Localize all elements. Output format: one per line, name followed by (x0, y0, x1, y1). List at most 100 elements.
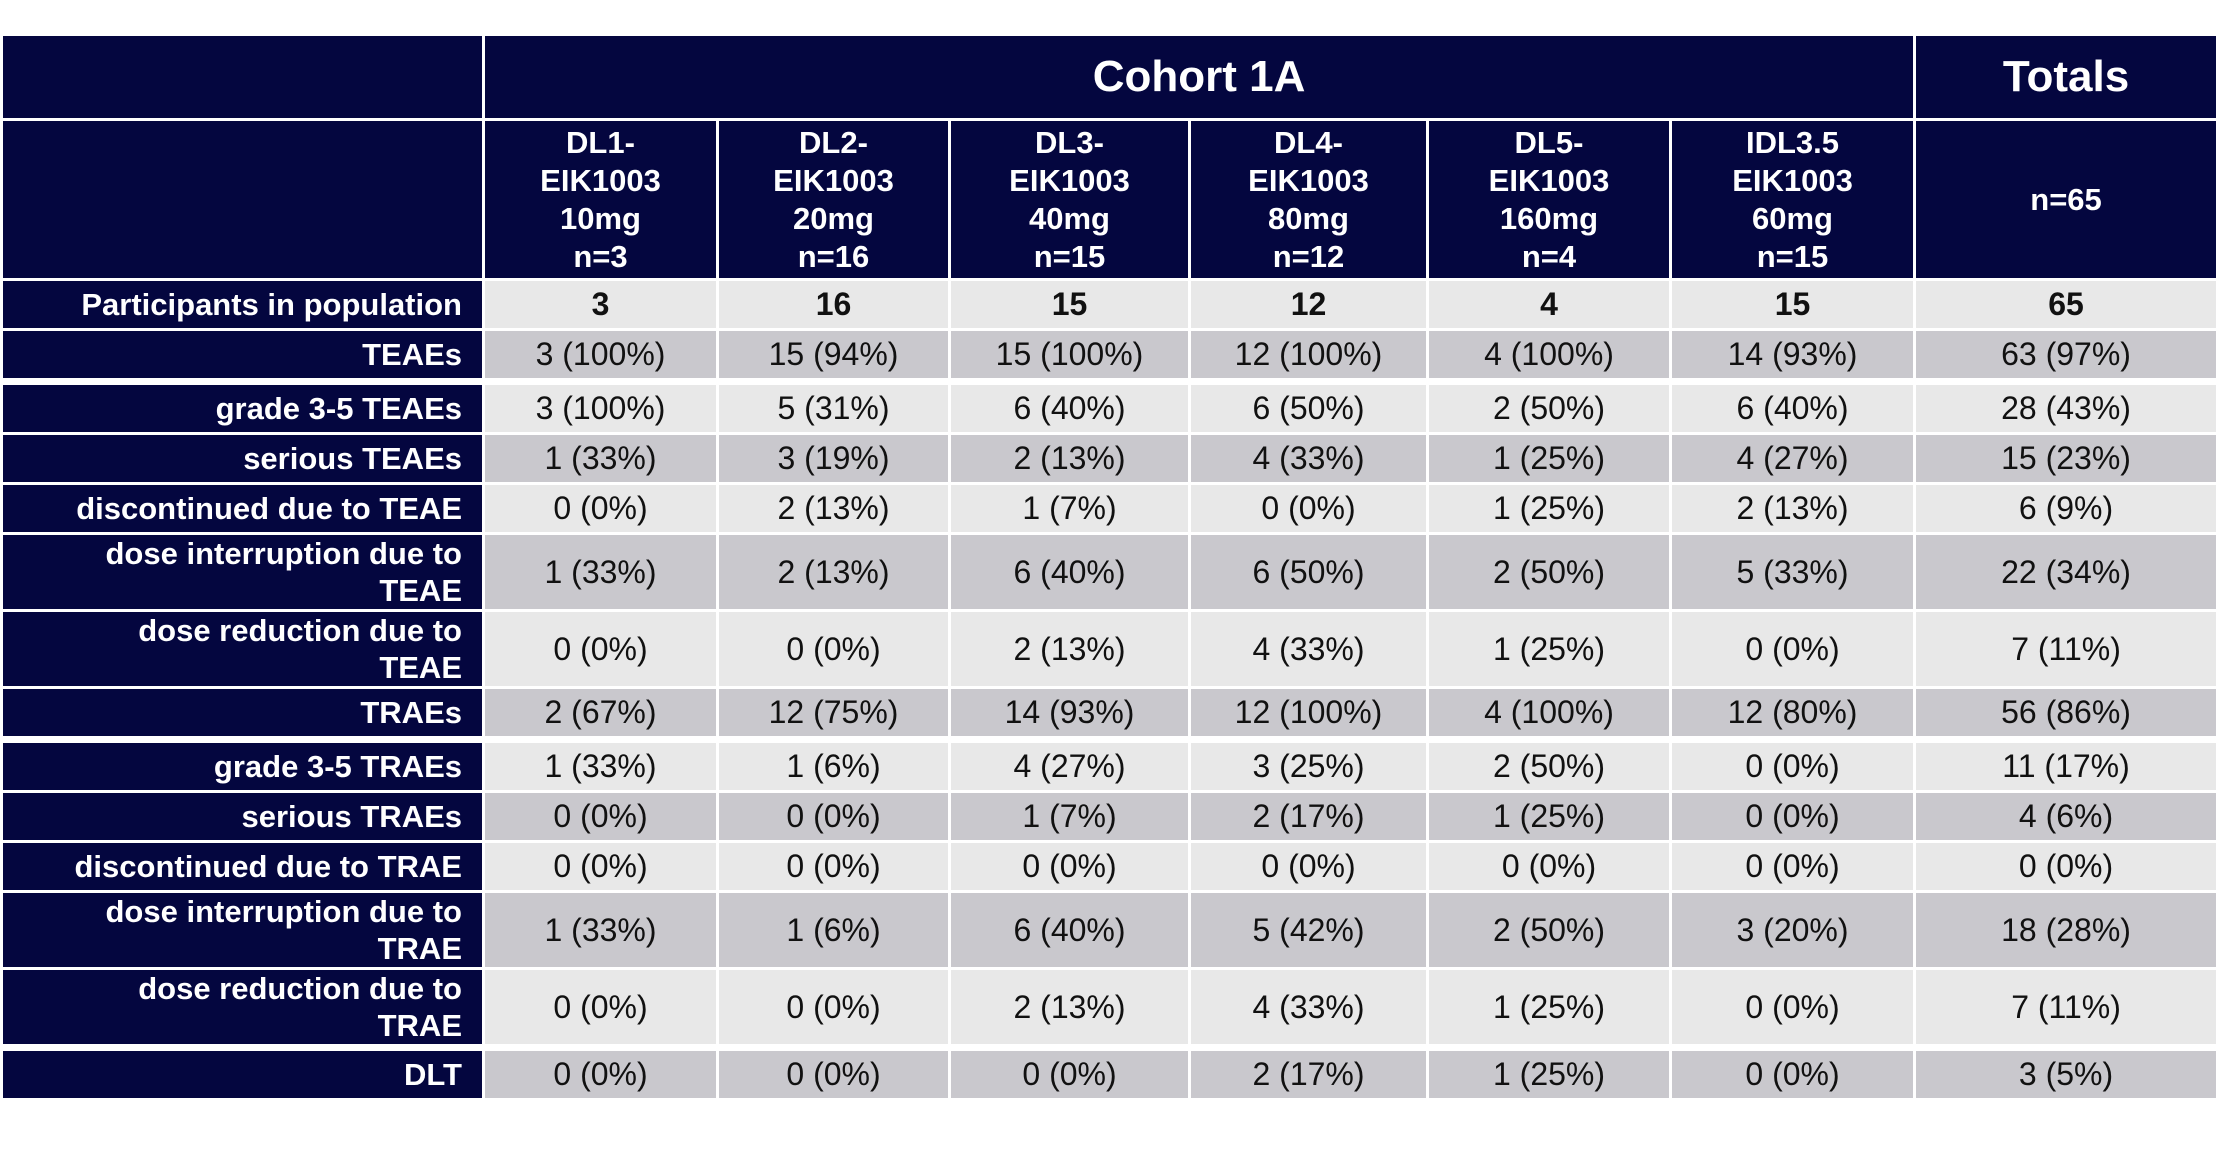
value-cell: 2 (17%) (1188, 790, 1429, 843)
value-cell: 0 (0%) (1668, 790, 1917, 843)
value-cell: 12 (1188, 278, 1429, 331)
dose-level-header-line: n=4 (1521, 239, 1577, 274)
table-row: serious TEAEs 1 (33%) 3 (19%) 2 (13%) 4 (33%… (0, 432, 2216, 485)
row-label: discontinued due to TEAE (0, 482, 485, 535)
value-cell: 6 (50%) (1188, 380, 1429, 435)
value-cell: 0 (0%) (948, 1046, 1191, 1101)
value-cell: 0 (0%) (482, 482, 719, 535)
dose-level-header-line: DL2- (799, 125, 868, 160)
value-cell: 14 (93%) (1668, 328, 1917, 385)
dose-level-header-line: DL1- (566, 125, 635, 160)
total-cell: 63 (97%) (1913, 328, 2216, 385)
value-cell: 4 (33%) (1188, 609, 1429, 689)
total-cell: 15 (23%) (1913, 432, 2216, 485)
table-row: discontinued due to TEAE 0 (0%) 2 (13%) 1 (… (0, 482, 2216, 535)
value-cell: 0 (0%) (1426, 840, 1672, 893)
row-label-line: serious TRAEs (241, 799, 462, 834)
table-row: dose reduction due to TEAE 0 (0%) 0 (0%) 2 (… (0, 609, 2216, 689)
value-cell: 12 (100%) (1188, 328, 1429, 385)
value-cell: 4 (100%) (1426, 686, 1672, 743)
value-cell: 12 (80%) (1668, 686, 1917, 743)
value-cell: 15 (1668, 278, 1917, 331)
value-cell: 2 (67%) (482, 686, 719, 743)
value-cell: 0 (0%) (716, 967, 951, 1051)
value-cell: 5 (31%) (716, 380, 951, 435)
value-cell: 0 (0%) (716, 1046, 951, 1101)
header-corner (0, 33, 485, 121)
row-label: grade 3-5 TEAEs (0, 380, 485, 435)
value-cell: 6 (40%) (948, 532, 1191, 612)
row-label: dose interruption due to TRAE (0, 890, 485, 970)
dose-level-header-line: n=15 (1033, 239, 1106, 274)
value-cell: 3 (25%) (1188, 738, 1429, 793)
value-cell: 1 (7%) (948, 482, 1191, 535)
row-label-line: dose reduction due to (138, 971, 462, 1007)
totals-title: Totals (1913, 33, 2216, 121)
row-label-line: serious TEAEs (243, 441, 462, 476)
row-label: TRAEs (0, 686, 485, 743)
total-cell: 65 (1913, 278, 2216, 331)
value-cell: 4 (33%) (1188, 432, 1429, 485)
dose-level-header-line: DL4- (1274, 125, 1343, 160)
value-cell: 0 (0%) (482, 790, 719, 843)
value-cell: 0 (0%) (716, 840, 951, 893)
header-row-dose-levels: DL1- EIK1003 10mg n=3 DL2- EIK1003 20mg n=16 DL3… (0, 118, 2216, 281)
row-label-line: Participants in population (81, 287, 462, 322)
value-cell: 0 (0%) (482, 967, 719, 1051)
value-cell: 4 (100%) (1426, 328, 1672, 385)
value-cell: 0 (0%) (948, 840, 1191, 893)
total-cell: 7 (11%) (1913, 609, 2216, 689)
value-cell: 4 (27%) (1668, 432, 1917, 485)
dose-level-header-line: EIK1003 (1009, 163, 1130, 198)
value-cell: 14 (93%) (948, 686, 1191, 743)
value-cell: 5 (42%) (1188, 890, 1429, 970)
dose-level-header-6: IDL3.5 EIK1003 60mg n=15 (1668, 118, 1917, 281)
row-label-line: grade 3-5 TRAEs (213, 749, 462, 784)
value-cell: 15 (94%) (716, 328, 951, 385)
value-cell: 2 (13%) (948, 432, 1191, 485)
dose-level-header-1: DL1- EIK1003 10mg n=3 (482, 118, 719, 281)
value-cell: 1 (6%) (716, 738, 951, 793)
row-label: serious TEAEs (0, 432, 485, 485)
value-cell: 1 (25%) (1426, 432, 1672, 485)
row-label-line: grade 3-5 TEAEs (215, 391, 462, 426)
value-cell: 0 (0%) (482, 1046, 719, 1101)
table-row: discontinued due to TRAE 0 (0%) 0 (0%) 0 (0… (0, 840, 2216, 893)
dose-level-header-3: DL3- EIK1003 40mg n=15 (948, 118, 1191, 281)
dose-level-header-line: 80mg (1268, 201, 1349, 236)
total-cell: 11 (17%) (1913, 738, 2216, 793)
row-label: serious TRAEs (0, 790, 485, 843)
value-cell: 6 (50%) (1188, 532, 1429, 612)
table-row: grade 3-5 TRAEs 1 (33%) 1 (6%) 4 (27%) 3 (25… (0, 738, 2216, 793)
table-row: dose reduction due to TRAE 0 (0%) 0 (0%) 2 (… (0, 967, 2216, 1051)
dose-level-header-line: 60mg (1752, 201, 1833, 236)
table-row: TEAEs 3 (100%) 15 (94%) 15 (100%) 12 (100%) 4… (0, 328, 2216, 385)
row-label-line: TRAEs (360, 695, 462, 730)
value-cell: 1 (25%) (1426, 1046, 1672, 1101)
total-cell: 18 (28%) (1913, 890, 2216, 970)
table-row: dose interruption due to TEAE 1 (33%) 2 (13… (0, 532, 2216, 612)
value-cell: 2 (50%) (1426, 738, 1672, 793)
value-cell: 1 (25%) (1426, 482, 1672, 535)
header-corner-2 (0, 118, 485, 281)
value-cell: 3 (19%) (716, 432, 951, 485)
row-label-line: discontinued due to TRAE (74, 849, 463, 884)
total-cell: 28 (43%) (1913, 380, 2216, 435)
value-cell: 2 (13%) (948, 967, 1191, 1051)
value-cell: 0 (0%) (716, 790, 951, 843)
total-cell: 56 (86%) (1913, 686, 2216, 743)
value-cell: 1 (25%) (1426, 790, 1672, 843)
dose-level-header-line: EIK1003 (1732, 163, 1853, 198)
total-cell: 6 (9%) (1913, 482, 2216, 535)
value-cell: 6 (40%) (948, 890, 1191, 970)
value-cell: 3 (100%) (482, 380, 719, 435)
row-label: dose reduction due to TRAE (0, 967, 485, 1051)
value-cell: 4 (1426, 278, 1672, 331)
row-label: TEAEs (0, 328, 485, 385)
value-cell: 3 (482, 278, 719, 331)
table-row: DLT 0 (0%) 0 (0%) 0 (0%) 2 (17%) 1 (25%) 0 (0%… (0, 1046, 2216, 1101)
row-label: DLT (0, 1046, 485, 1101)
value-cell: 2 (50%) (1426, 532, 1672, 612)
value-cell: 4 (27%) (948, 738, 1191, 793)
row-label-line: TEAE (379, 573, 462, 608)
